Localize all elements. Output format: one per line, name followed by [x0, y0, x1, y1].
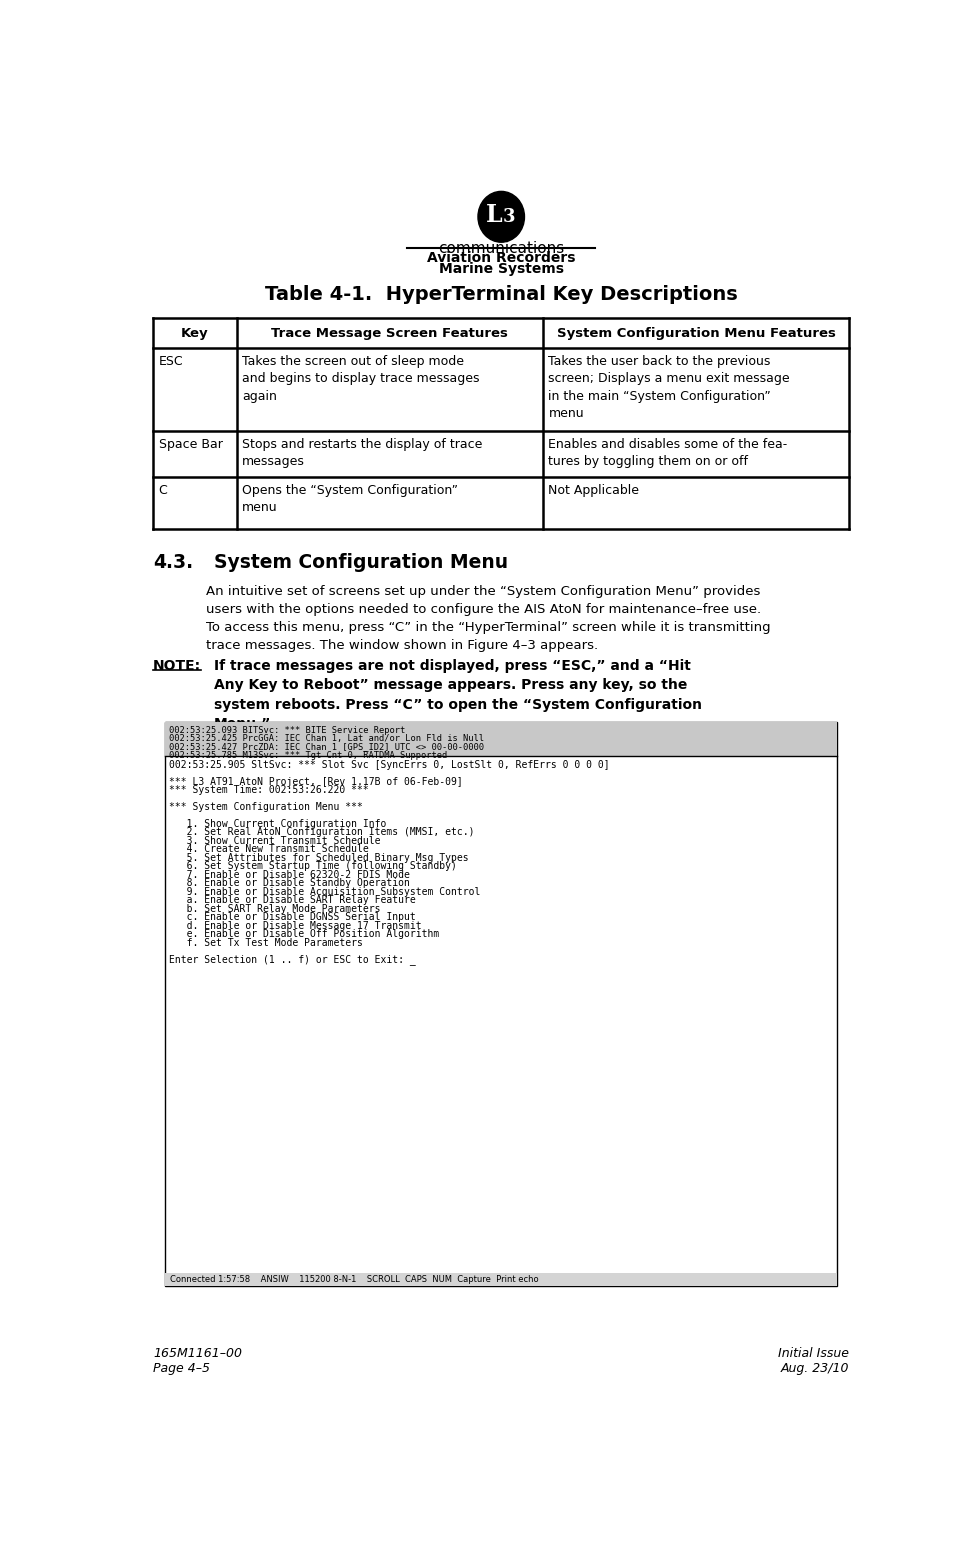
- Text: Trace Message Screen Features: Trace Message Screen Features: [272, 327, 508, 339]
- Text: Initial Issue: Initial Issue: [778, 1347, 848, 1361]
- Text: Opens the “System Configuration”
menu: Opens the “System Configuration” menu: [242, 484, 457, 515]
- Text: 002:53:25.093 BITSvc: *** BITE Service Report: 002:53:25.093 BITSvc: *** BITE Service R…: [169, 725, 404, 735]
- Text: *** L3 AT91 AtoN Project, [Rev 1.17B of 06-Feb-09]: *** L3 AT91 AtoN Project, [Rev 1.17B of …: [169, 777, 462, 786]
- Text: Marine Systems: Marine Systems: [439, 262, 563, 276]
- Text: 002:53:25.427 PrcZDA: IEC Chan 1 [GPS_ID2] UTC <> 00-00-0000: 002:53:25.427 PrcZDA: IEC Chan 1 [GPS_ID…: [169, 742, 484, 752]
- Text: ESC: ESC: [158, 355, 183, 367]
- Text: 002:53:25.425 PrcGGA: IEC Chan 1, Lat and/or Lon Fld is Null: 002:53:25.425 PrcGGA: IEC Chan 1, Lat an…: [169, 735, 484, 742]
- Text: L: L: [486, 203, 502, 228]
- Text: Enter Selection (1 .. f) or ESC to Exit: _: Enter Selection (1 .. f) or ESC to Exit:…: [169, 955, 415, 966]
- Text: Key: Key: [181, 327, 209, 339]
- Text: 4.3.: 4.3.: [153, 552, 193, 572]
- Text: communications: communications: [438, 242, 564, 256]
- FancyBboxPatch shape: [165, 722, 836, 1285]
- Text: *** System Time: 002:53:26.220 ***: *** System Time: 002:53:26.220 ***: [169, 784, 368, 795]
- Ellipse shape: [478, 191, 524, 242]
- Text: 2. Set Real AtoN Configuration Items (MMSI, etc.): 2. Set Real AtoN Configuration Items (MM…: [169, 828, 474, 837]
- Text: f. Set Tx Test Mode Parameters: f. Set Tx Test Mode Parameters: [169, 938, 362, 947]
- Text: Space Bar: Space Bar: [158, 437, 223, 451]
- Text: 3. Show Current Transmit Schedule: 3. Show Current Transmit Schedule: [169, 835, 380, 846]
- Text: Aug. 23/10: Aug. 23/10: [780, 1362, 848, 1375]
- Text: If trace messages are not displayed, press “ESC,” and a “Hit
Any Key to Reboot” : If trace messages are not displayed, pre…: [214, 659, 701, 732]
- Text: d. Enable or Disable Message 17 Transmit: d. Enable or Disable Message 17 Transmit: [169, 921, 421, 930]
- Text: 002:53:25.905 SltSvc: *** Slot Svc [SyncErrs 0, LostSlt 0, RefErrs 0 0 0 0]: 002:53:25.905 SltSvc: *** Slot Svc [Sync…: [169, 760, 609, 770]
- FancyBboxPatch shape: [165, 722, 836, 756]
- Text: System Configuration Menu Features: System Configuration Menu Features: [556, 327, 834, 339]
- Text: 4. Create New Transmit Schedule: 4. Create New Transmit Schedule: [169, 845, 368, 854]
- Text: 5. Set Attributes for Scheduled Binary Msg Types: 5. Set Attributes for Scheduled Binary M…: [169, 853, 468, 863]
- Text: 8. Enable or Disable Standby Operation: 8. Enable or Disable Standby Operation: [169, 879, 409, 888]
- Text: 7. Enable or Disable 62320-2 FDIS Mode: 7. Enable or Disable 62320-2 FDIS Mode: [169, 870, 409, 880]
- Text: 165M1161–00: 165M1161–00: [153, 1347, 242, 1361]
- Text: Takes the user back to the previous
screen; Displays a menu exit message
in the : Takes the user back to the previous scre…: [548, 355, 789, 420]
- Text: Stops and restarts the display of trace
messages: Stops and restarts the display of trace …: [242, 437, 482, 468]
- Text: Aviation Recorders: Aviation Recorders: [427, 251, 574, 265]
- Text: e. Enable or Disable Off Position Algorithm: e. Enable or Disable Off Position Algori…: [169, 928, 439, 939]
- Text: a. Enable or Disable SART Relay Feature: a. Enable or Disable SART Relay Feature: [169, 896, 415, 905]
- Text: 002:53:25.785 M13Svc: *** Tgt Cnt 0, RATDMA Supported: 002:53:25.785 M13Svc: *** Tgt Cnt 0, RAT…: [169, 750, 446, 759]
- Text: 6. Set System Startup Time (following Standby): 6. Set System Startup Time (following St…: [169, 862, 456, 871]
- Text: c. Enable or Disable DGNSS Serial Input: c. Enable or Disable DGNSS Serial Input: [169, 911, 415, 922]
- Text: Page 4–5: Page 4–5: [153, 1362, 210, 1375]
- FancyBboxPatch shape: [165, 1273, 836, 1285]
- Text: 1. Show Current Configuration Info: 1. Show Current Configuration Info: [169, 818, 386, 829]
- Text: Table 4‑1.  HyperTerminal Key Descriptions: Table 4‑1. HyperTerminal Key Description…: [265, 285, 737, 304]
- Text: System Configuration Menu: System Configuration Menu: [214, 552, 507, 572]
- Text: Connected 1:57:58    ANSIW    115200 8-N-1    SCROLL  CAPS  NUM  Capture  Print : Connected 1:57:58 ANSIW 115200 8-N-1 SCR…: [169, 1276, 537, 1283]
- Text: Enables and disables some of the fea-
tures by toggling them on or off: Enables and disables some of the fea- tu…: [548, 437, 786, 468]
- Text: *** System Configuration Menu ***: *** System Configuration Menu ***: [169, 801, 362, 812]
- Text: Takes the screen out of sleep mode
and begins to display trace messages
again: Takes the screen out of sleep mode and b…: [242, 355, 479, 403]
- Text: C: C: [158, 484, 167, 498]
- Text: 3: 3: [502, 208, 515, 226]
- Text: An intuitive set of screens set up under the “System Configuration Menu” provide: An intuitive set of screens set up under…: [206, 584, 770, 653]
- Text: Not Applicable: Not Applicable: [548, 484, 639, 498]
- Text: 9. Enable or Disable Acquisition Subsystem Control: 9. Enable or Disable Acquisition Subsyst…: [169, 887, 480, 897]
- Text: NOTE:: NOTE:: [153, 659, 201, 673]
- Text: b. Set SART Relay Mode Parameters: b. Set SART Relay Mode Parameters: [169, 904, 380, 913]
